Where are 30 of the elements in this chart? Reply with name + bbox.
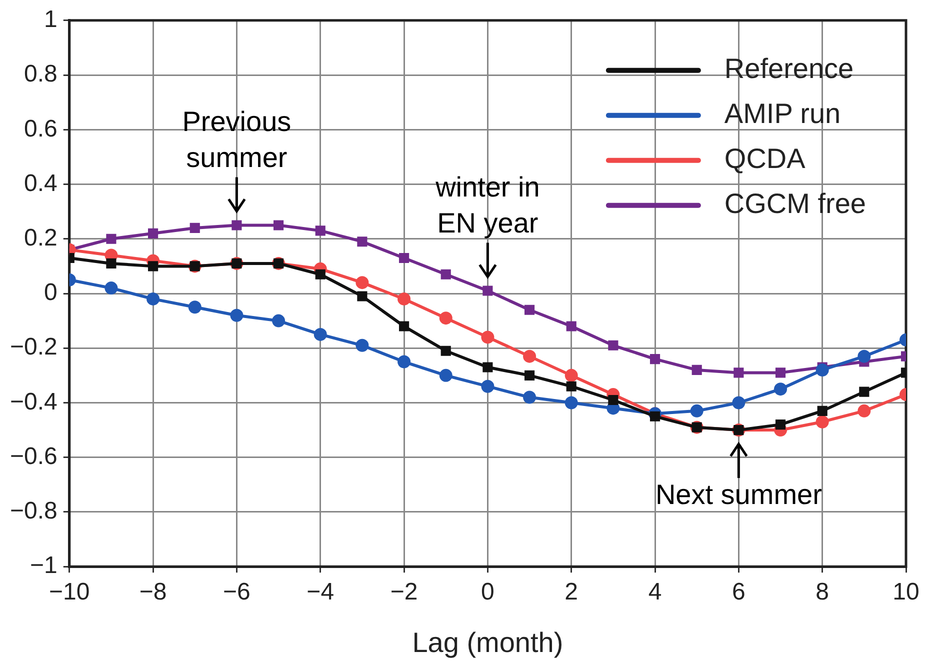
y-tick-label: −0.6 <box>10 442 58 470</box>
legend-label: CGCM free <box>724 188 866 220</box>
x-tick-label: −8 <box>139 578 167 606</box>
legend-label: QCDA <box>724 143 806 174</box>
y-tick-label: 0.6 <box>24 115 58 142</box>
x-axis-title: Lag (month) <box>412 626 564 658</box>
y-tick-label: 0.4 <box>24 170 58 197</box>
y-tick-label: 0.8 <box>24 60 58 88</box>
x-tick-label: 0 <box>481 578 494 606</box>
x-tick-label: −2 <box>390 578 418 606</box>
x-tick-label: −10 <box>49 578 90 606</box>
y-tick-label: 1 <box>44 6 58 34</box>
annotation: Previous summer <box>182 106 292 173</box>
legend-label: Reference <box>724 53 854 84</box>
x-tick-label: 2 <box>564 578 578 606</box>
x-tick-label: 6 <box>732 578 746 606</box>
x-tick-label: 10 <box>892 578 920 606</box>
x-tick-label: 8 <box>816 578 830 606</box>
y-tick-label: 0.2 <box>24 224 58 252</box>
y-tick-label: −1 <box>30 552 58 580</box>
y-tick-label: 0 <box>44 279 58 306</box>
legend-label: AMIP run <box>724 98 841 130</box>
x-tick-label: −6 <box>223 578 250 606</box>
y-tick-label: −0.2 <box>10 334 58 361</box>
annotation: winter in EN year <box>434 171 540 238</box>
x-tick-label: 4 <box>648 578 662 606</box>
annotation: Next summer <box>655 478 822 510</box>
x-tick-label: −4 <box>306 578 334 606</box>
y-tick-label: −0.4 <box>10 388 58 416</box>
y-tick-label: −0.8 <box>10 498 58 525</box>
